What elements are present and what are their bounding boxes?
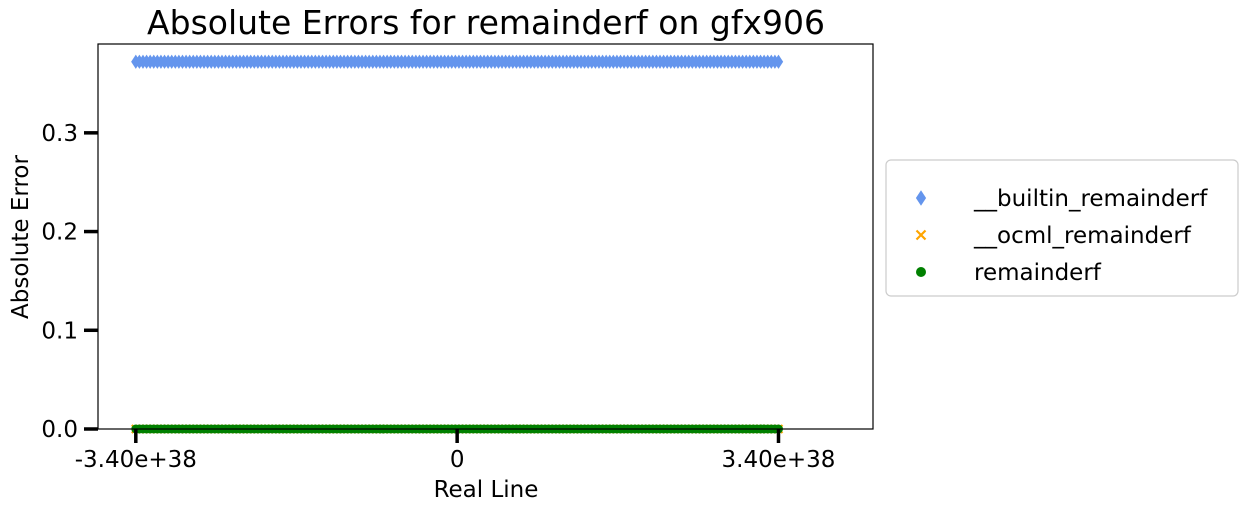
chart-title: Absolute Errors for remainderf on gfx906 [147,3,825,42]
legend-entry: __builtin_remainderf [915,186,1208,212]
legend-label: __builtin_remainderf [973,186,1208,212]
legend-entry: remainderf [916,260,1102,286]
plot-marks [131,54,784,434]
legend-box [885,159,1239,297]
x-tick-label: -3.40e+38 [75,447,197,473]
legend: __builtin_remainderf __ocml_remainderfrem… [885,159,1239,297]
legend-label: remainderf [974,260,1102,286]
data-point [773,54,784,69]
legend-marker [915,229,927,241]
y-axis-label: Absolute Error [8,155,34,319]
x-tick-label: 3.40e+38 [722,447,836,473]
y-tick-label: 0.0 [41,417,78,443]
legend-entry: __ocml_remainderf [915,223,1192,249]
x-axis-label: Real Line [434,477,539,503]
legend-marker [916,267,926,277]
y-tick-label: 0.1 [41,318,78,344]
legend-label: __ocml_remainderf [973,223,1192,249]
x-axis: -3.40e+38 0 3.40e+38 [75,429,836,473]
y-axis: 0.0 0.1 0.2 0.3 [41,121,98,443]
y-tick-label: 0.2 [41,220,78,246]
x-tick-label: 0 [450,447,465,473]
series-builtinremainderf [131,54,784,69]
plot-area-frame [97,43,874,430]
legend-marker [915,190,927,206]
y-tick-label: 0.3 [41,121,78,147]
